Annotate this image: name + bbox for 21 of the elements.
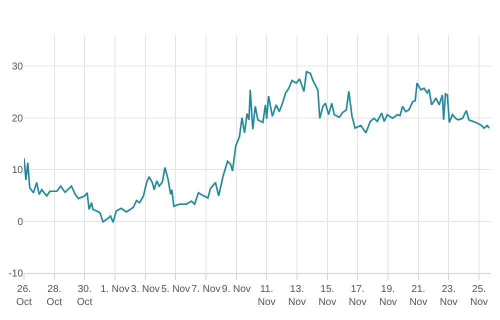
x-tick-label: 1. Nov — [100, 284, 130, 295]
x-tick-label: 7. Nov — [192, 284, 220, 295]
x-tick-label: 19. Nov — [379, 284, 397, 308]
x-tick-label: 11. Nov — [258, 284, 276, 308]
x-tick-label: 28. Oct — [46, 284, 62, 308]
x-tick-label: 3. Nov — [130, 284, 160, 295]
x-tick-label: 23. Nov — [440, 284, 458, 308]
x-tick-label: 15. Nov — [318, 284, 336, 308]
y-tick-label: 10 — [12, 165, 24, 176]
x-tick-label: 26. Oct — [16, 284, 32, 308]
x-tick-label: 25. Nov — [470, 284, 488, 308]
x-tick-label: 30. Oct — [76, 284, 93, 308]
x-tick-label: 13. Nov — [288, 284, 306, 308]
x-tick-label: 17. Nov — [348, 284, 367, 308]
x-tick-label: 5. Nov — [161, 284, 190, 295]
y-tick-label: -10 — [8, 268, 24, 280]
y-tick-label: 0 — [17, 216, 24, 228]
y-tick-label: 30 — [12, 62, 24, 73]
y-tick-label: 20 — [12, 113, 24, 124]
x-tick-label: 21. Nov — [409, 284, 428, 308]
x-tick-label: 9. Nov — [222, 284, 251, 295]
